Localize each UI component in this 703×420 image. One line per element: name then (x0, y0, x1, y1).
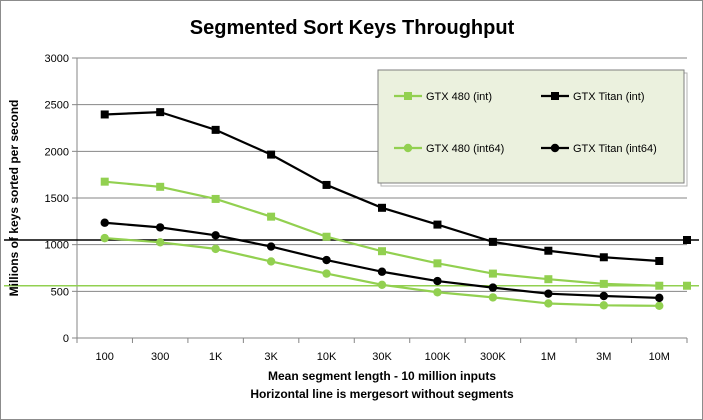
data-point (156, 108, 165, 117)
x-tick-label: 100 (96, 351, 114, 363)
y-tick-label: 3000 (45, 53, 69, 65)
x-tick-label: 10M (649, 351, 670, 363)
data-point (155, 223, 165, 232)
y-axis-label: Millions of keys sorted per second (7, 100, 21, 297)
data-point (599, 253, 608, 262)
series-2 (100, 233, 664, 310)
legend-label: GTX Titan (int) (573, 91, 645, 103)
legend-label: GTX 480 (int) (426, 91, 492, 103)
data-point (267, 212, 276, 221)
data-point (655, 301, 664, 310)
x-axis-label: Mean segment length - 10 million inputs (268, 369, 496, 383)
baseline-marker (683, 281, 691, 290)
x-tick-label: 300K (480, 351, 506, 363)
data-point (378, 247, 386, 256)
series-1 (100, 108, 664, 265)
data-point (599, 291, 609, 301)
legend-swatch-marker (404, 92, 412, 100)
data-point (211, 244, 220, 254)
data-point (322, 269, 331, 278)
legend: GTX 480 (int) GTX Titan (int) GTX 480 (int… (377, 69, 688, 187)
data-point (211, 231, 220, 240)
data-point (433, 259, 442, 268)
legend-box (377, 69, 685, 184)
data-point (322, 255, 331, 265)
legend-swatch-marker (403, 143, 413, 153)
data-point (211, 194, 220, 203)
x-tick-label: 300 (151, 351, 169, 363)
chart-title: Segmented Sort Keys Throughput (190, 17, 515, 39)
data-point (488, 283, 498, 292)
data-point (377, 280, 387, 289)
data-point (211, 125, 220, 134)
y-tick-labels: 0 500 1000 1500 2000 2500 3000 (45, 53, 69, 345)
legend-label: GTX 480 (int64) (426, 143, 504, 155)
y-tick-label: 2500 (45, 100, 69, 112)
data-point (266, 257, 276, 266)
data-point (655, 281, 664, 290)
data-point (488, 269, 497, 278)
legend-swatch-marker (550, 143, 560, 153)
x-tick-label: 3M (596, 351, 611, 363)
x-tick-labels: 100 300 1K 3K 10K 30K 100K 300K 1M 3M 10M (96, 351, 670, 363)
series-group (100, 108, 664, 310)
data-point (100, 177, 109, 186)
series-3 (100, 218, 664, 303)
series-0 (100, 177, 664, 290)
data-point (544, 289, 553, 298)
data-point (433, 276, 442, 286)
data-point (544, 246, 553, 255)
data-point (322, 232, 331, 241)
data-point (433, 220, 442, 229)
legend-swatch-marker (551, 92, 559, 100)
y-tick-label: 2000 (45, 146, 69, 158)
legend-label: GTX Titan (int64) (573, 143, 657, 155)
data-point (267, 150, 276, 159)
data-point (322, 180, 331, 189)
data-point (655, 293, 664, 303)
baseline-marker (683, 236, 691, 244)
data-point (100, 233, 109, 243)
y-tick-label: 0 (63, 333, 69, 345)
x-axis-note: Horizontal line is mergesort without seg… (250, 387, 514, 401)
x-tick-label: 3K (264, 351, 278, 363)
data-point (100, 110, 109, 119)
y-tick-label: 1500 (45, 193, 69, 205)
data-point (544, 299, 553, 308)
axes (72, 57, 688, 343)
data-point (488, 293, 498, 302)
data-point (155, 238, 165, 247)
data-point (433, 288, 442, 297)
data-point (266, 242, 276, 251)
plot-area: 0 500 1000 1500 2000 2500 3000 100 300 1K 3K 10K 30… (4, 53, 699, 363)
data-point (655, 257, 664, 265)
y-tick-label: 1000 (45, 240, 69, 252)
x-tick-label: 1M (541, 351, 556, 363)
x-tick-label: 100K (425, 351, 451, 363)
y-tick-label: 500 (51, 286, 69, 298)
data-point (544, 275, 553, 284)
x-tick-label: 1K (209, 351, 223, 363)
data-point (488, 237, 497, 246)
data-point (599, 279, 608, 288)
x-tick-label: 10K (317, 351, 337, 363)
x-tick-label: 30K (372, 351, 392, 363)
data-point (100, 218, 109, 227)
data-point (377, 267, 387, 276)
data-point (378, 203, 386, 212)
data-point (156, 182, 165, 191)
data-point (599, 301, 609, 310)
